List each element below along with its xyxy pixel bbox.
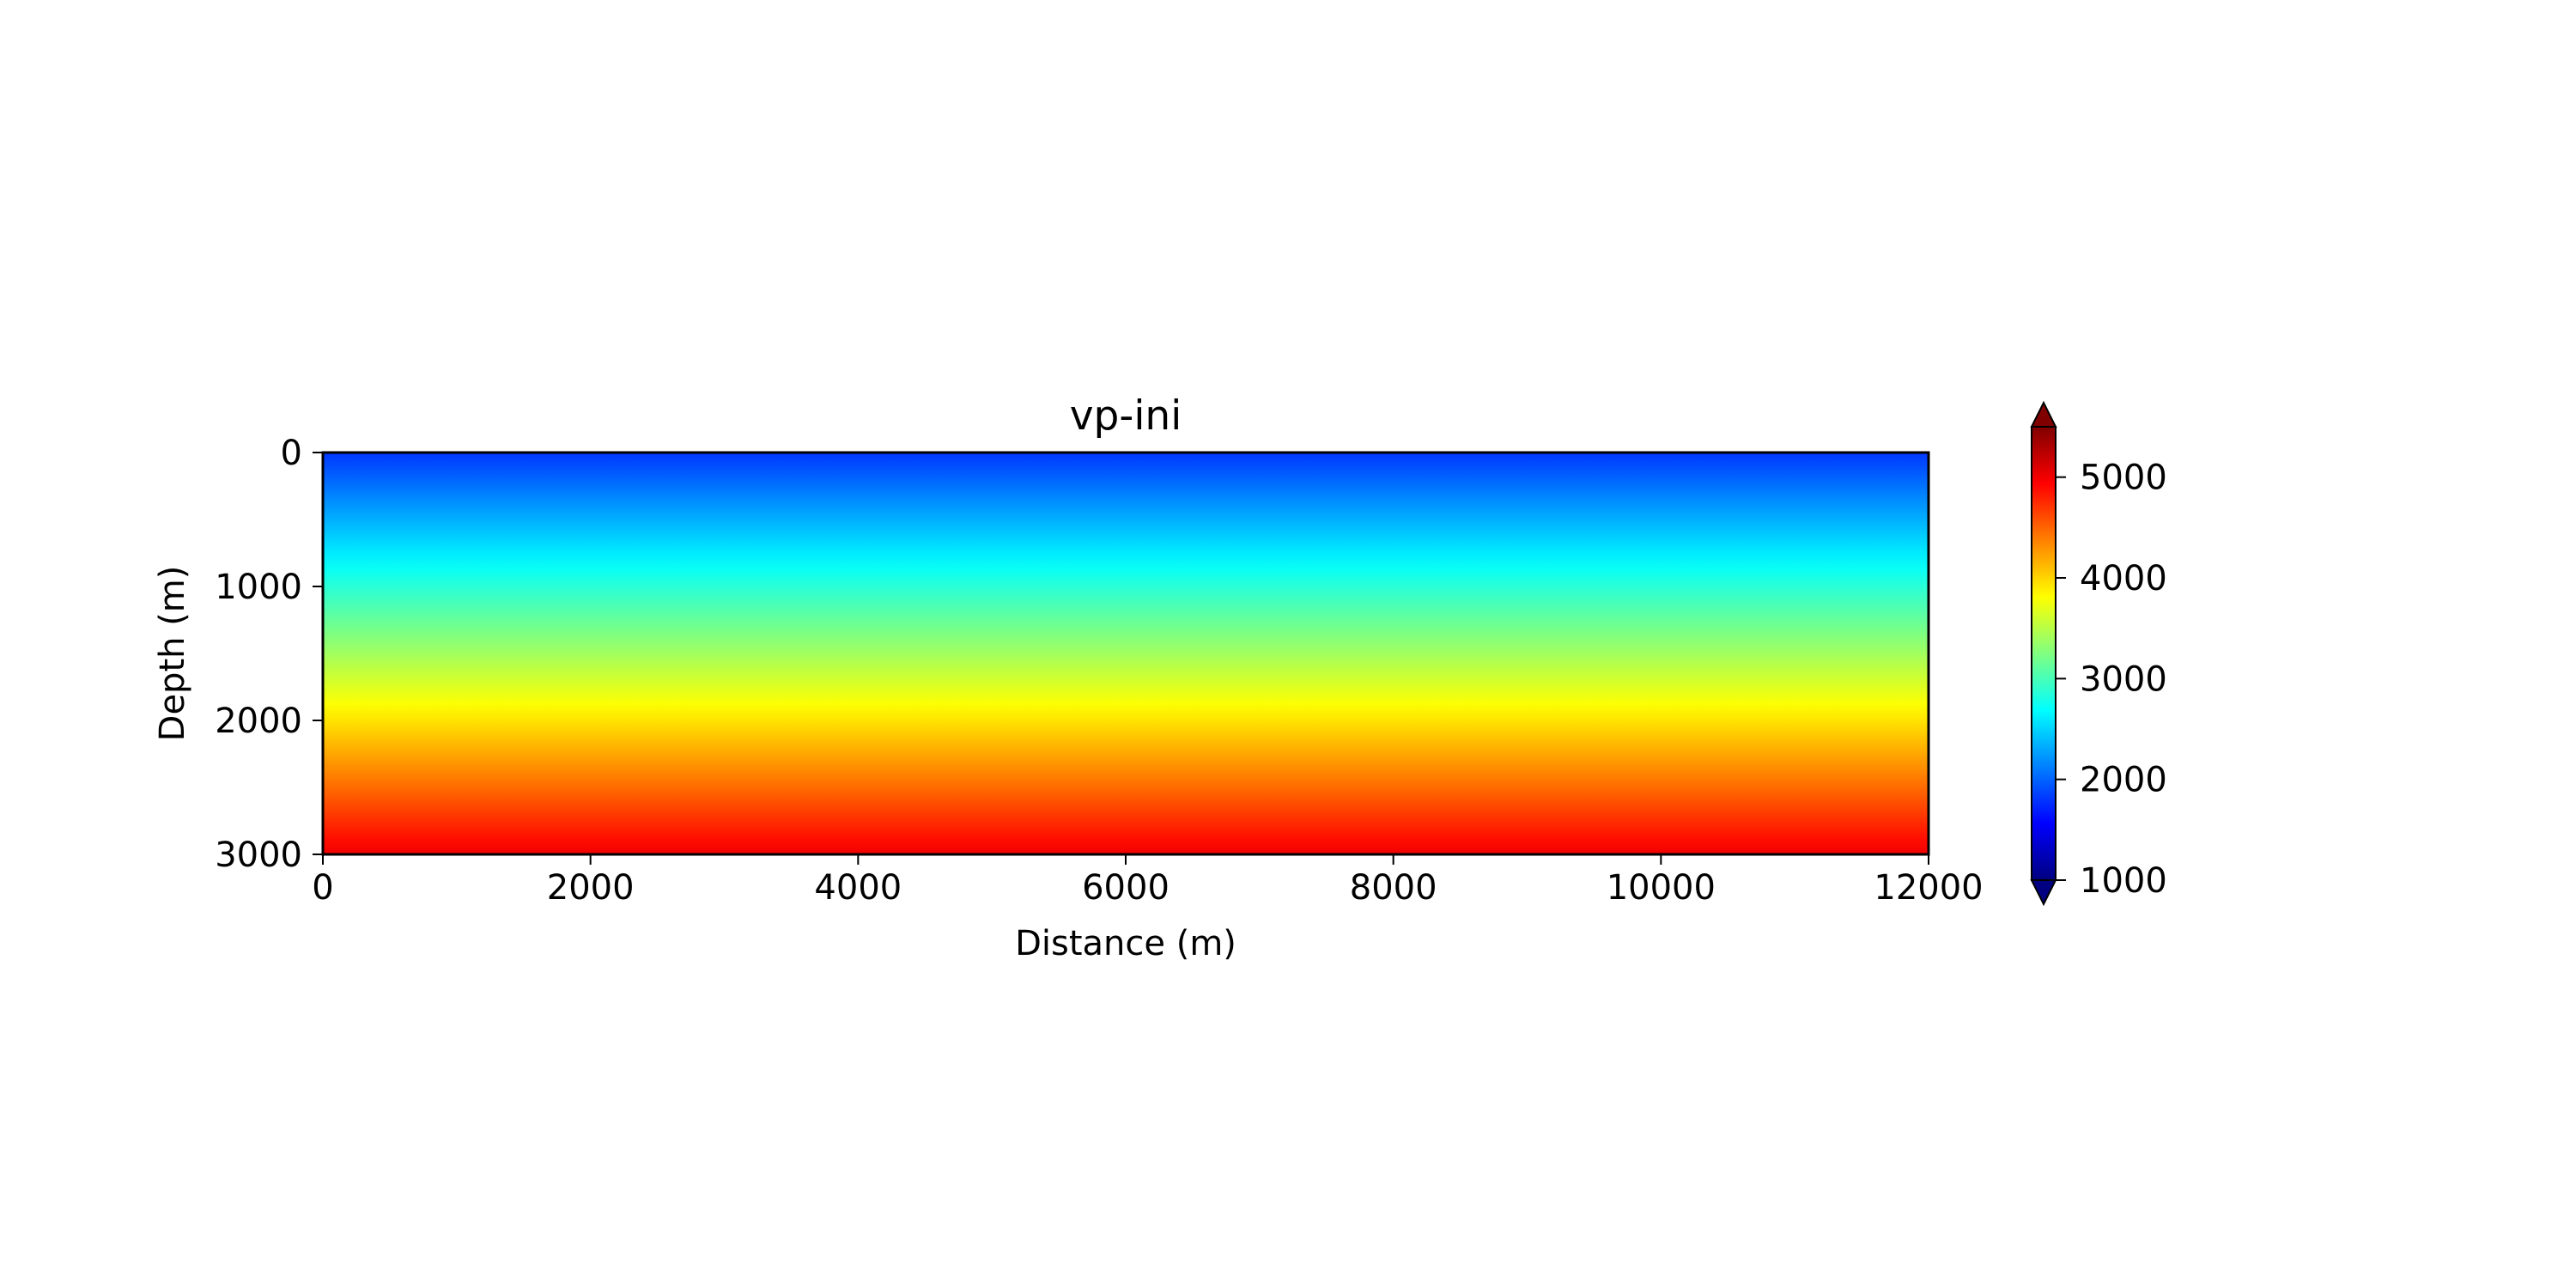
chart-title: vp-ini bbox=[1070, 392, 1182, 440]
colorbar-body bbox=[2031, 426, 2057, 881]
y-tick-label: 2000 bbox=[215, 702, 302, 741]
y-tick-label: 1000 bbox=[215, 568, 302, 607]
colorbar-tick-label: 5000 bbox=[2080, 459, 2167, 498]
colorbar-extend-max bbox=[2030, 400, 2057, 428]
y-tick-label: 0 bbox=[281, 434, 302, 473]
colorbar: 1000 2000 3000 4000 5000 bbox=[2030, 400, 2167, 907]
x-tick-label: 0 bbox=[312, 868, 333, 908]
colorbar-tick-label: 2000 bbox=[2080, 761, 2167, 800]
x-axis-label: Distance (m) bbox=[1015, 924, 1236, 963]
x-tick-label: 6000 bbox=[1082, 868, 1170, 908]
x-tick-label: 4000 bbox=[814, 868, 902, 908]
colorbar-tick-label: 3000 bbox=[2080, 659, 2167, 699]
x-tick-label: 10000 bbox=[1607, 868, 1716, 908]
x-tick-label: 8000 bbox=[1350, 868, 1437, 908]
y-tick-label: 3000 bbox=[215, 835, 302, 875]
colorbar-extend-min bbox=[2030, 879, 2057, 907]
colorbar-tick-label: 4000 bbox=[2080, 559, 2167, 598]
x-tick-label: 12000 bbox=[1874, 868, 1983, 908]
y-axis-ticks: 0 1000 2000 3000 bbox=[215, 434, 323, 875]
colorbar-ticks: 1000 2000 3000 4000 5000 bbox=[2056, 459, 2167, 901]
y-axis-label: Depth (m) bbox=[153, 566, 192, 742]
x-axis-ticks: 0 2000 4000 6000 8000 10000 12000 bbox=[312, 854, 1984, 908]
x-tick-label: 2000 bbox=[547, 868, 635, 908]
colorbar-tick-label: 1000 bbox=[2080, 861, 2167, 901]
velocity-field bbox=[323, 453, 1929, 854]
